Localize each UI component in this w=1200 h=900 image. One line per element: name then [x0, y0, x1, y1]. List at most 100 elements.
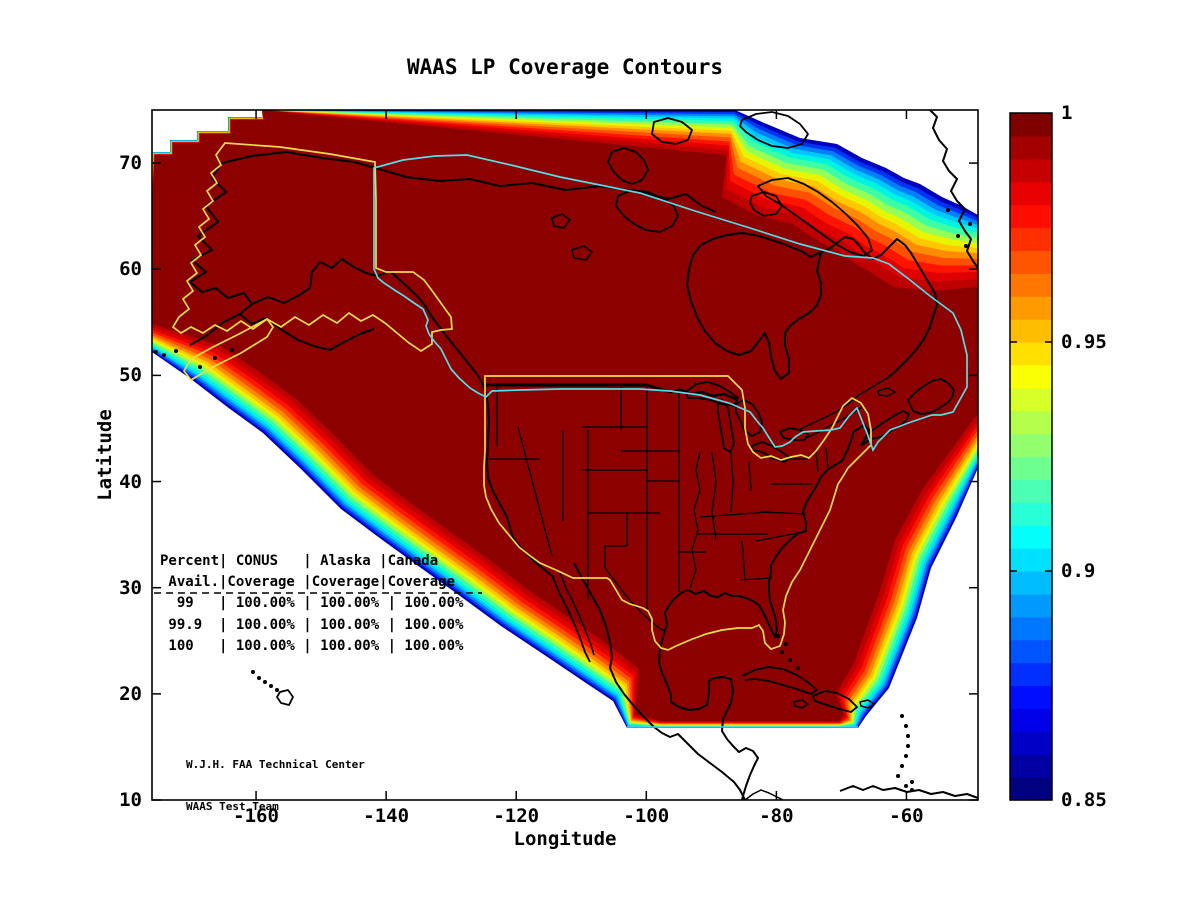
colorbar-step: [1010, 181, 1052, 206]
state-boundary-line: [689, 451, 701, 589]
lake-superior-outline: [685, 381, 739, 407]
island-dot: [174, 349, 178, 353]
baja-outer-outline: [552, 576, 591, 663]
colorbar-step: [1010, 777, 1052, 801]
lake-huron-outline: [735, 399, 763, 437]
island-dot: [275, 688, 279, 692]
island-dot: [900, 714, 904, 718]
puerto-rico-outline: [859, 699, 875, 709]
southampton-island-outline: [749, 191, 783, 217]
island-dot: [968, 222, 972, 226]
panama-coast-outline: [744, 789, 784, 800]
cuba-outline: [741, 666, 818, 695]
colorbar-step: [1010, 319, 1052, 343]
arctic-coast-outline: [221, 151, 717, 213]
x-tick-label: -140: [363, 805, 410, 827]
axes-box: [151, 109, 979, 801]
island-dot: [906, 744, 910, 748]
colorbar-tick-label: 0.85: [1061, 789, 1107, 811]
map-layers: [152, 110, 978, 800]
great-bear-lake-outline: [551, 213, 571, 229]
island-dot: [900, 764, 904, 768]
colorbar-border: [1009, 112, 1053, 801]
greenland-coast-outline: [929, 110, 978, 269]
reference-contour-line: [373, 154, 968, 452]
colorbar-step: [1010, 616, 1052, 641]
colorbar-step: [1010, 685, 1052, 709]
y-tick-label: 70: [119, 152, 142, 175]
colorbar-step: [1010, 296, 1052, 320]
x-tick-label: -160: [233, 805, 279, 827]
colorbar-step: [1010, 754, 1052, 778]
credit-text: W.J.H. FAA Technical Center WAAS Test Te…: [186, 730, 365, 842]
colorbar-step: [1010, 113, 1052, 137]
island-dot: [896, 774, 900, 778]
alaska-west-coast-outline: [189, 162, 375, 351]
island-dot: [904, 724, 908, 728]
us-gulf-east-coast-outline: [664, 424, 870, 638]
island-dot: [154, 350, 158, 354]
island-dot: [904, 784, 908, 788]
aleutian-service-volume-arm: [182, 317, 275, 382]
colorbar-step: [1010, 158, 1052, 183]
south-america-coast-outline: [839, 785, 978, 799]
state-boundaries: [489, 387, 829, 632]
colorbar-step: [1010, 708, 1052, 732]
st-lawrence-north-shore-outline: [799, 378, 887, 430]
parry-islands-outline: [651, 117, 693, 145]
service-volume-outlines: [171, 142, 872, 651]
island-dot: [796, 666, 800, 670]
lake-michigan-outline: [717, 399, 735, 453]
state-boundary-line: [741, 540, 746, 581]
credit-line-1: W.J.H. FAA Technical Center: [186, 758, 365, 771]
state-boundary-line: [825, 447, 829, 469]
state-boundary-line: [748, 460, 752, 492]
colorbar-step: [1010, 593, 1052, 618]
baffin-island-outline: [757, 177, 873, 257]
state-boundary-line: [711, 451, 717, 541]
colorbar-step: [1010, 342, 1052, 366]
island-dot: [230, 348, 234, 352]
y-tick-label: 40: [119, 470, 142, 493]
colorbar-step: [1010, 273, 1052, 297]
colorbar-tick-label: 0.95: [1061, 331, 1107, 353]
colorbar-step: [1010, 410, 1052, 435]
colorbar-step: [1010, 456, 1052, 480]
lake-erie-outline: [751, 441, 791, 463]
newfoundland-outline: [907, 378, 955, 415]
alaska-south-coast-outline: [251, 258, 483, 383]
state-boundary-line: [604, 567, 666, 632]
colorbar-tick-label: 0.9: [1061, 560, 1096, 582]
colorbar-step: [1010, 502, 1052, 526]
y-axis-label: Latitude: [94, 409, 116, 501]
colorbar-step: [1010, 731, 1052, 755]
chart-title: WAAS LP Coverage Contours: [406, 55, 724, 79]
x-tick-label: -120: [493, 805, 540, 827]
island-dot: [776, 634, 780, 638]
colorbar-step: [1010, 479, 1052, 503]
colorbar-step: [1010, 135, 1052, 160]
hudson-bay-outline: [686, 232, 822, 380]
colorbar-step: [1010, 250, 1052, 274]
baja-inner-outline: [559, 572, 595, 656]
island-dot: [213, 356, 217, 360]
conus-service-volume-outline: [483, 375, 872, 651]
alaska-peninsula-outline: [189, 313, 241, 346]
island-dot: [910, 788, 914, 792]
credit-line-2: WAAS Test Team: [186, 800, 279, 813]
y-tick-label: 60: [119, 258, 142, 281]
y-tick-label: 10: [119, 789, 142, 811]
y-tick-label: 50: [119, 364, 142, 387]
axis-ticks: [152, 110, 978, 801]
st-lawrence-south-shore-outline: [805, 406, 863, 439]
colorbar-step: [1010, 571, 1052, 595]
colorbar-step: [1010, 227, 1052, 251]
island-dot: [162, 353, 166, 357]
island-dot: [263, 680, 267, 684]
colorbar-step: [1010, 204, 1052, 229]
ellesmere-island-outline: [739, 111, 809, 149]
x-tick-label: -80: [759, 805, 794, 827]
x-axis-label: Longitude: [513, 828, 617, 850]
island-dot: [964, 244, 968, 248]
